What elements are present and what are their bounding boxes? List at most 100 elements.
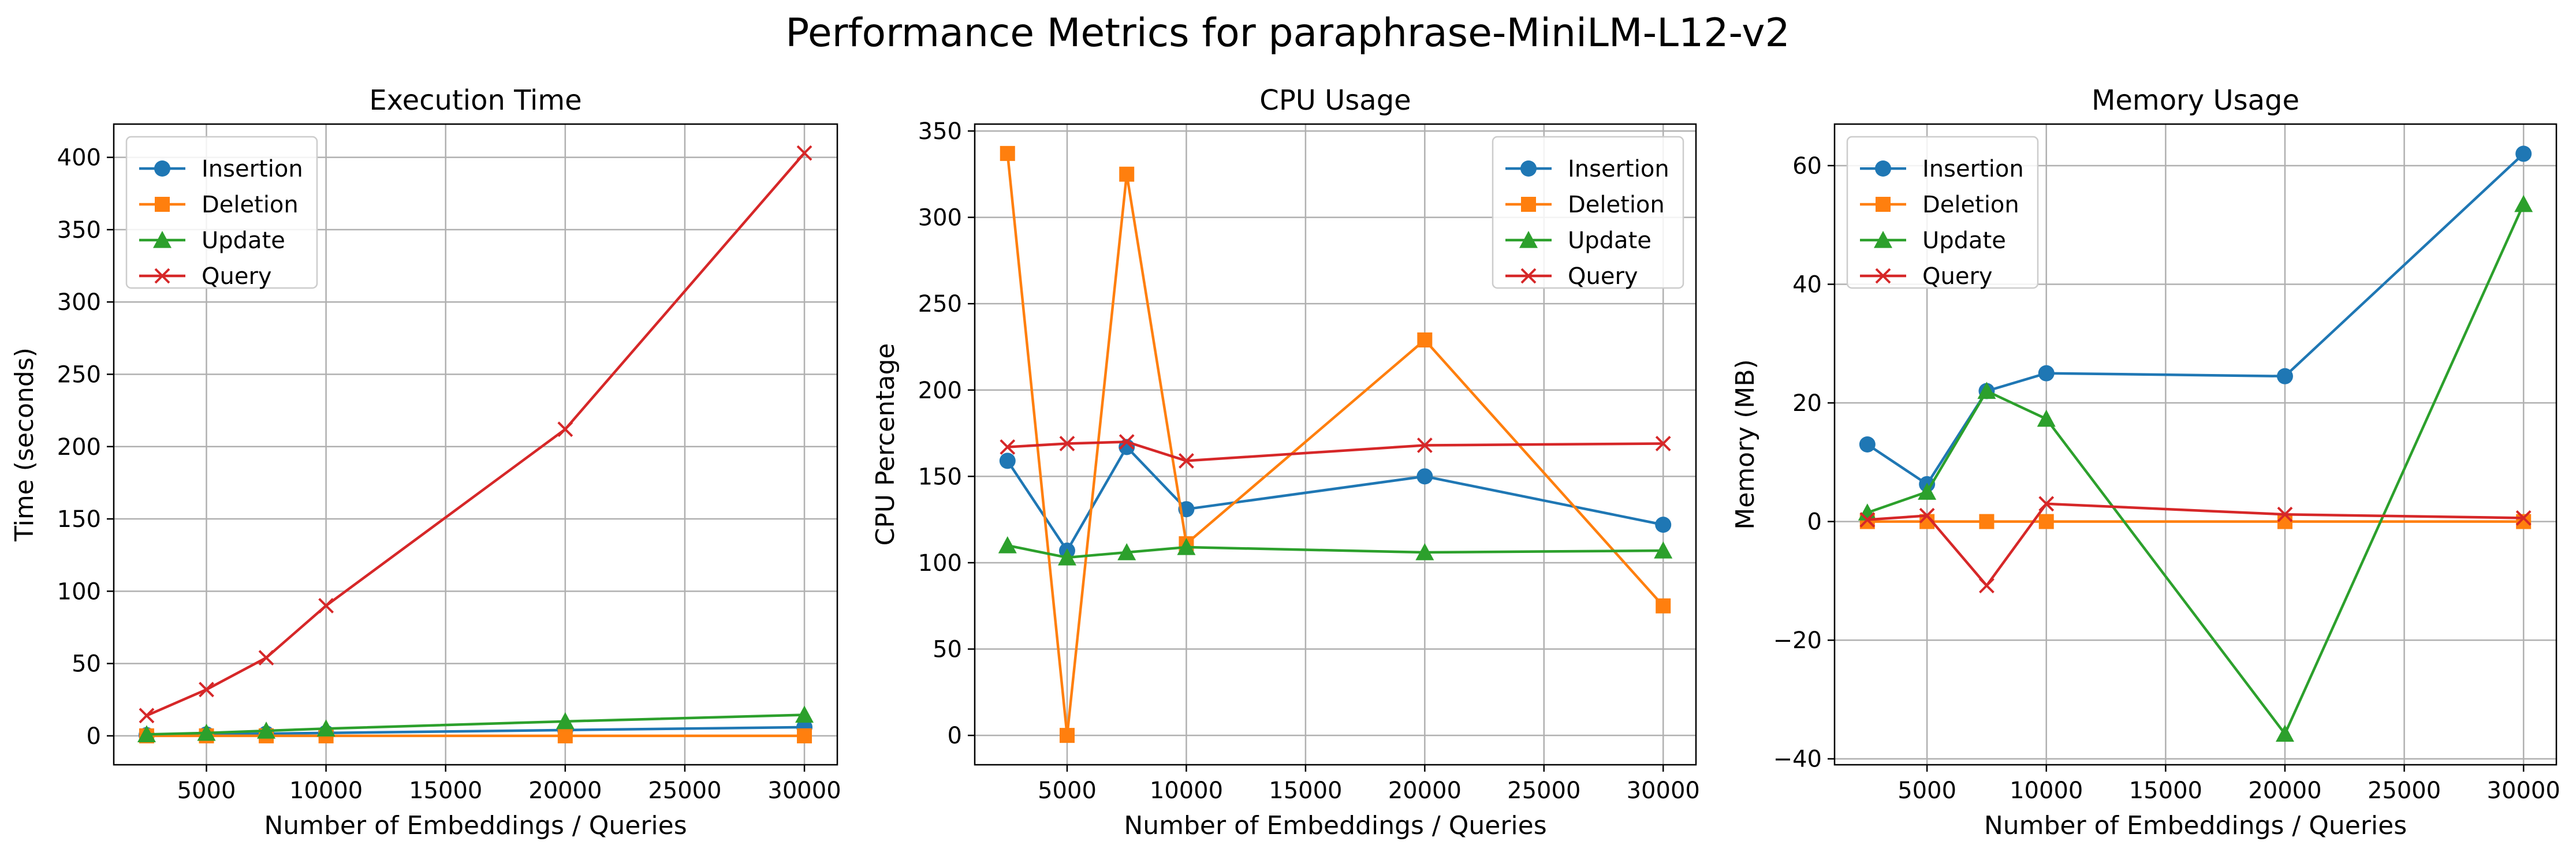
y-tick-label: 50: [72, 651, 101, 678]
x-axis-label: Number of Embeddings / Queries: [1984, 811, 2407, 840]
data-point-query: [1179, 453, 1194, 469]
y-tick-label: 300: [57, 289, 101, 316]
x-tick-label: 10000: [2010, 777, 2083, 804]
legend-marker-query: [1520, 268, 1537, 284]
legend-marker-deletion: [1876, 197, 1891, 212]
data-point-query: [139, 708, 155, 724]
y-tick-label: 300: [918, 205, 962, 231]
data-point-update: [795, 705, 814, 723]
data-point-update: [316, 719, 335, 736]
panel-title: Execution Time: [369, 84, 581, 117]
x-tick-label: 5000: [177, 777, 236, 804]
data-point-query: [557, 421, 573, 438]
panel-title: Memory Usage: [2092, 84, 2299, 117]
data-point-query: [1859, 512, 1876, 528]
series-insertion: [999, 439, 1672, 559]
legend-label-deletion: Deletion: [1568, 192, 1665, 218]
legend-label-insertion: Insertion: [1568, 156, 1669, 182]
x-tick-label: 15000: [1269, 777, 1342, 804]
series-line-insertion: [1006, 446, 1664, 552]
data-point-deletion: [1417, 332, 1433, 347]
data-point-query: [318, 597, 334, 614]
y-tick-label: 150: [57, 506, 101, 533]
data-point-update: [137, 725, 156, 742]
series-line-insertion: [146, 726, 805, 736]
x-tick-label: 15000: [409, 777, 482, 804]
data-point-deletion: [1059, 728, 1075, 743]
series-query: [1000, 434, 1671, 469]
data-point-update: [1918, 483, 1937, 500]
x-tick-label: 25000: [2368, 777, 2441, 804]
x-tick-label: 15000: [2129, 777, 2202, 804]
legend-label-deletion: Deletion: [202, 192, 299, 218]
y-axis-label: Time (seconds): [10, 347, 39, 542]
data-point-update: [1977, 382, 1996, 399]
legend-marker-insertion: [1875, 160, 1891, 177]
x-tick-label: 5000: [1897, 777, 1956, 804]
series-line-insertion: [1866, 152, 2525, 486]
data-point-insertion: [2038, 365, 2055, 382]
data-point-query: [2277, 506, 2293, 522]
series-line-update: [1867, 203, 2525, 735]
x-tick-label: 25000: [1507, 777, 1580, 804]
x-tick-label: 30000: [767, 777, 841, 804]
legend-label-query: Query: [1568, 263, 1638, 290]
y-tick-label: 350: [57, 217, 101, 244]
axes-frame: [1833, 123, 2558, 766]
data-point-update: [556, 712, 575, 730]
x-tick-label: 10000: [289, 777, 363, 804]
x-tick-label: 30000: [2487, 777, 2560, 804]
y-tick-label: 60: [1792, 153, 1822, 180]
legend-label-update: Update: [1922, 227, 2006, 254]
legend: Insertion Deletion Update Query: [1492, 136, 1684, 290]
data-point-update: [2037, 409, 2056, 427]
y-tick-label: 200: [918, 377, 962, 404]
chart-panel-memory-usage: 5000 10000 15000 20000 25000 30000 −40 −20 0 20 40…: [1731, 84, 2560, 840]
series-query: [1859, 496, 2532, 594]
x-tick-label: 5000: [1038, 777, 1097, 804]
data-point-query: [258, 650, 274, 665]
y-tick-label: 250: [57, 361, 101, 388]
x-tick-label: 20000: [528, 777, 602, 804]
y-tick-label: 100: [918, 550, 962, 577]
legend-label-query: Query: [1922, 263, 1993, 290]
data-point-deletion: [1656, 598, 1671, 614]
data-point-query: [1000, 439, 1016, 455]
legend-box: [125, 136, 318, 289]
data-point-update: [1858, 503, 1877, 521]
legend-label-insertion: Insertion: [1922, 156, 2024, 182]
x-tick-label: 30000: [1627, 777, 1700, 804]
legend-box: [1492, 136, 1684, 289]
y-tick-label: 0: [948, 723, 962, 749]
x-axis-label: Number of Embeddings / Queries: [264, 811, 687, 840]
y-tick-label: −40: [1773, 746, 1822, 773]
series-query: [139, 145, 812, 724]
legend-marker-insertion: [154, 160, 170, 177]
data-point-insertion: [1416, 468, 1433, 485]
y-tick-label: 400: [57, 145, 101, 171]
data-point-query: [1119, 434, 1135, 450]
data-point-update: [2514, 195, 2533, 212]
y-tick-label: 350: [918, 118, 962, 145]
y-tick-label: 40: [1792, 272, 1822, 298]
data-point-insertion: [2515, 145, 2532, 162]
legend-label-query: Query: [202, 263, 272, 290]
y-tick-label: 150: [918, 463, 962, 490]
legend-marker-update: [153, 231, 172, 248]
axes-frame: [974, 123, 1697, 766]
data-point-update: [1117, 543, 1136, 560]
data-point-insertion: [999, 453, 1016, 469]
x-tick-label: 25000: [648, 777, 721, 804]
y-tick-label: 0: [1807, 509, 1822, 536]
chart-panel-execution-time: 5000 10000 15000 20000 25000 30000 0 50 100 150 20…: [10, 84, 841, 840]
x-tick-label: 10000: [1150, 777, 1223, 804]
data-point-update: [998, 536, 1017, 554]
data-point-update: [197, 723, 216, 741]
data-point-update: [1654, 541, 1673, 559]
data-point-deletion: [2516, 514, 2532, 529]
data-point-query: [1919, 507, 1935, 524]
data-point-query: [1059, 436, 1075, 451]
data-point-deletion: [797, 728, 812, 743]
data-point-deletion: [2277, 514, 2292, 529]
